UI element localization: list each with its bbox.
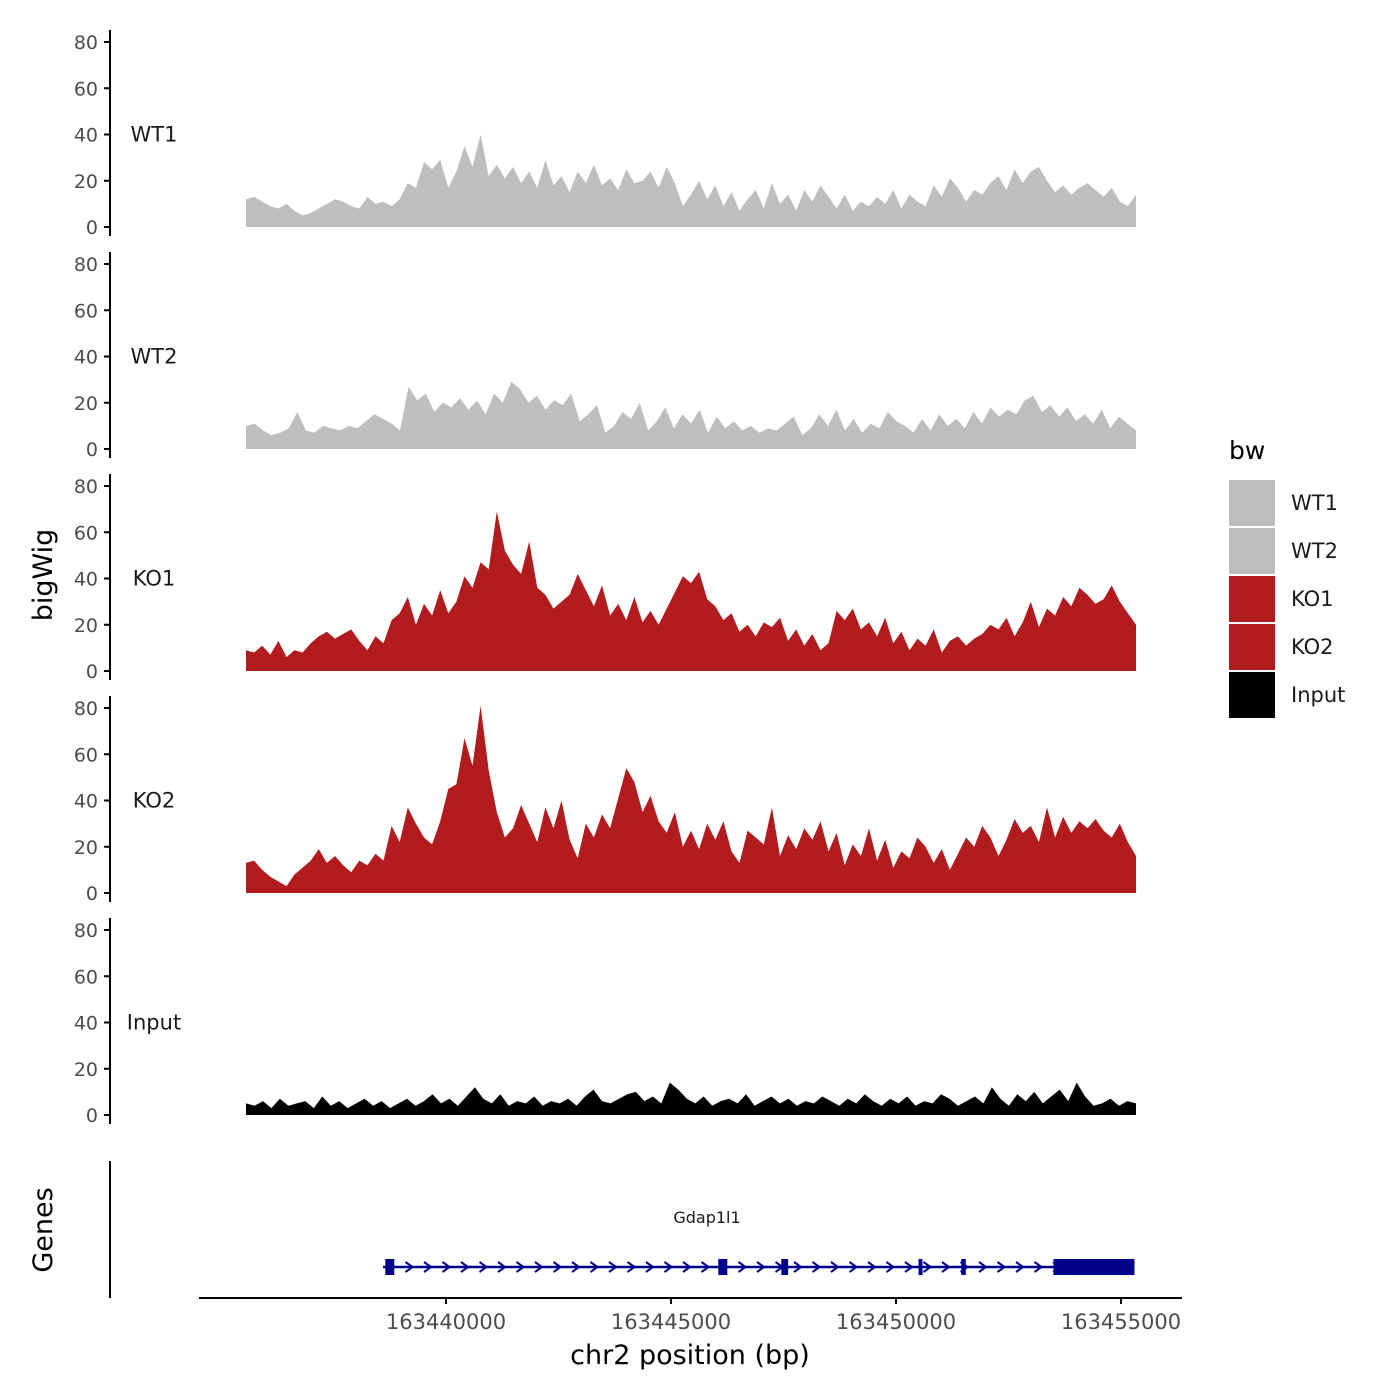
y-tick-label: 20 — [74, 171, 98, 193]
y-tick-label: 0 — [86, 217, 98, 239]
y-tick-label: 40 — [74, 1013, 98, 1035]
y-tick-label: 0 — [86, 883, 98, 905]
strand-arrow — [830, 1261, 840, 1273]
strand-arrow — [756, 1261, 766, 1273]
track-label-wt2: WT2 — [131, 345, 178, 369]
strand-arrow — [478, 1261, 489, 1273]
strand-arrow — [404, 1261, 415, 1273]
track-label-input: Input — [127, 1011, 181, 1035]
gene-exon-5 — [961, 1259, 966, 1275]
x-axis-title: chr2 position (bp) — [570, 1340, 810, 1371]
strand-arrow — [848, 1261, 859, 1273]
y-tick-label: 0 — [86, 439, 98, 461]
strand-arrow — [645, 1261, 655, 1273]
track-label-ko1: KO1 — [133, 567, 176, 591]
strand-arrow — [497, 1261, 507, 1273]
gene-label: Gdap1l1 — [673, 1208, 740, 1227]
legend-key-wt1 — [1229, 480, 1275, 526]
strand-arrow — [552, 1261, 563, 1273]
gene-exon-1 — [385, 1259, 395, 1275]
strand-arrow — [460, 1261, 470, 1273]
strand-arrow — [1015, 1261, 1025, 1273]
y-tick-label: 40 — [74, 347, 98, 369]
gene-exon-4 — [918, 1259, 923, 1275]
strand-arrow — [515, 1261, 526, 1273]
strand-arrow — [700, 1261, 711, 1273]
x-tick-label: 163445000 — [611, 1310, 731, 1334]
legend-label-input: Input — [1291, 683, 1345, 707]
track-label-wt1: WT1 — [131, 123, 178, 147]
legend-key-wt2 — [1229, 528, 1275, 574]
strand-arrow — [885, 1261, 896, 1273]
gene-exon-2 — [718, 1259, 728, 1275]
coverage-area-ko1 — [246, 511, 1136, 671]
legend-key-ko2 — [1229, 624, 1275, 670]
strand-arrow — [441, 1261, 452, 1273]
y-tick-label: 20 — [74, 615, 98, 637]
y-tick-label: 80 — [74, 32, 98, 54]
legend-label-wt2: WT2 — [1291, 539, 1338, 563]
strand-arrow — [811, 1261, 822, 1273]
coverage-area-wt2 — [246, 381, 1136, 449]
gene-exon-6 — [1053, 1259, 1135, 1275]
track-label-ko2: KO2 — [133, 789, 176, 813]
strand-arrow — [571, 1261, 581, 1273]
legend-key-input — [1229, 672, 1275, 718]
y-tick-label: 40 — [74, 125, 98, 147]
strand-arrow — [996, 1261, 1007, 1273]
strand-arrow — [1033, 1261, 1044, 1273]
y-tick-label: 60 — [74, 966, 98, 988]
y-tick-label: 80 — [74, 698, 98, 720]
strand-arrow — [922, 1261, 933, 1273]
strand-arrow — [978, 1261, 988, 1273]
y-tick-label: 80 — [74, 920, 98, 942]
gene-exon-3 — [781, 1259, 789, 1275]
strand-arrow — [737, 1261, 748, 1273]
strand-arrow — [867, 1261, 877, 1273]
strand-arrow — [534, 1261, 544, 1273]
strand-arrow — [423, 1261, 433, 1273]
strand-arrow — [608, 1261, 618, 1273]
coverage-area-input — [246, 1082, 1136, 1115]
strand-arrow — [589, 1261, 600, 1273]
coverage-area-wt1 — [246, 134, 1136, 227]
y-axis-title: bigWig — [28, 529, 59, 622]
x-tick-label: 163440000 — [386, 1310, 506, 1334]
y-tick-label: 80 — [74, 476, 98, 498]
strand-arrow — [793, 1261, 803, 1273]
y-tick-label: 0 — [86, 1105, 98, 1127]
y-tick-label: 0 — [86, 661, 98, 683]
y-tick-label: 40 — [74, 791, 98, 813]
legend-label-wt1: WT1 — [1291, 491, 1338, 515]
strand-arrow — [904, 1261, 914, 1273]
y-tick-label: 60 — [74, 744, 98, 766]
y-tick-label: 20 — [74, 393, 98, 415]
strand-arrow — [626, 1261, 637, 1273]
y-tick-label: 60 — [74, 300, 98, 322]
y-tick-label: 80 — [74, 254, 98, 276]
y-tick-label: 20 — [74, 837, 98, 859]
coverage-area-ko2 — [246, 705, 1136, 893]
x-tick-label: 163450000 — [836, 1310, 956, 1334]
legend-title: bw — [1229, 436, 1265, 465]
y-tick-label: 40 — [74, 569, 98, 591]
legend-label-ko2: KO2 — [1291, 635, 1334, 659]
y-tick-label: 20 — [74, 1059, 98, 1081]
x-tick-label: 163455000 — [1061, 1310, 1181, 1334]
legend-key-ko1 — [1229, 576, 1275, 622]
legend-label-ko1: KO1 — [1291, 587, 1334, 611]
strand-arrow — [663, 1261, 674, 1273]
y-tick-label: 60 — [74, 78, 98, 100]
genes-axis-title: Genes — [28, 1187, 59, 1272]
strand-arrow — [682, 1261, 692, 1273]
y-tick-label: 60 — [74, 522, 98, 544]
strand-arrow — [941, 1261, 951, 1273]
